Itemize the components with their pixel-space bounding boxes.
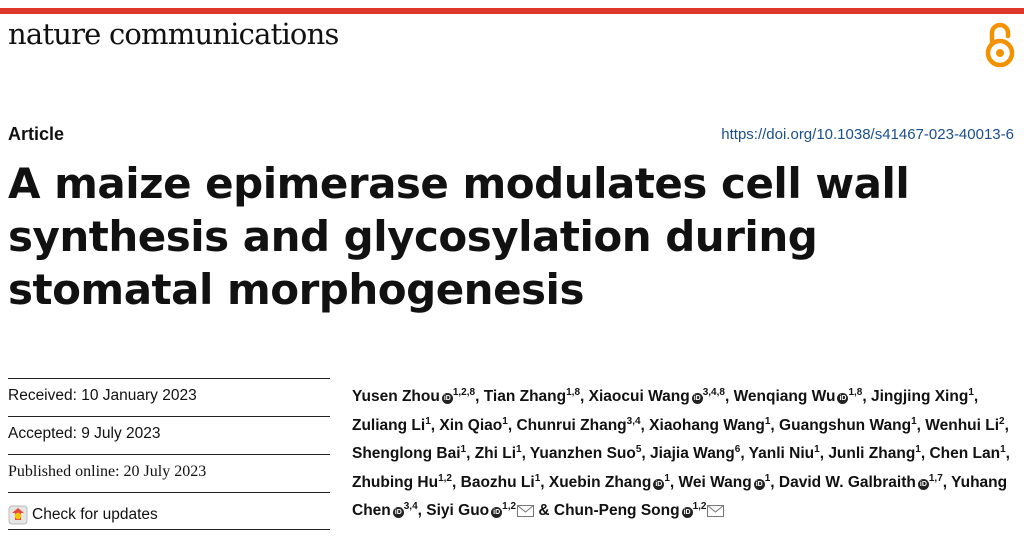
article-title: A maize epimerase modulates cell wall sy…: [8, 159, 910, 314]
received-date: Received: 10 January 2023: [8, 378, 330, 416]
affiliation-superscript: 1: [534, 472, 541, 484]
author-name[interactable]: Zhubing Hu: [352, 473, 439, 491]
orcid-icon[interactable]: iD: [837, 393, 849, 405]
author-name[interactable]: Shenglong Bai: [352, 445, 461, 463]
publication-dates: Received: 10 January 2023 Accepted: 9 Ju…: [8, 378, 330, 530]
author-name[interactable]: Jiajia Wang: [650, 445, 735, 463]
orcid-icon[interactable]: iD: [441, 393, 453, 405]
affiliation-superscript: 2: [999, 415, 1005, 427]
affiliation-superscript: 6: [734, 444, 741, 456]
author-name[interactable]: Junli Zhang: [828, 445, 916, 463]
affiliation-superscript: 1: [1000, 444, 1006, 456]
affiliation-superscript: 1: [764, 472, 771, 484]
author-name[interactable]: Baozhu Li: [460, 473, 535, 491]
affiliation-superscript: 1,2: [692, 501, 707, 513]
affiliation-superscript: 1,2,8: [452, 387, 476, 398]
orcid-icon[interactable]: iD: [681, 507, 693, 519]
check-updates-icon: [8, 505, 28, 525]
affiliation-superscript: 1: [915, 444, 921, 456]
author-name[interactable]: Tian Zhang: [483, 388, 567, 406]
check-updates-label: Check for updates: [32, 506, 158, 523]
affiliation-superscript: 1,2: [438, 472, 452, 484]
affiliation-superscript: 1,2: [502, 501, 517, 513]
affiliation-superscript: 1: [502, 415, 508, 427]
affiliation-superscript: 1: [911, 415, 917, 427]
author-name[interactable]: Yanli Niu: [748, 445, 815, 463]
orcid-icon[interactable]: iD: [917, 478, 929, 490]
orcid-icon[interactable]: iD: [653, 478, 665, 490]
author-name[interactable]: Xiaocui Wang: [588, 388, 690, 406]
orcid-icon[interactable]: iD: [691, 393, 703, 405]
author-name[interactable]: Chen Lan: [929, 445, 1001, 463]
journal-name[interactable]: nature communications: [8, 17, 339, 51]
affiliation-superscript: 1,8: [848, 387, 863, 398]
author-name[interactable]: Wenhui Li: [925, 416, 1000, 434]
affiliation-superscript: 1: [460, 444, 467, 456]
author-name[interactable]: Yuanzhen Suo: [529, 445, 636, 463]
author-name[interactable]: Guangshun Wang: [779, 416, 912, 434]
published-date: Published online: 20 July 2023: [8, 454, 330, 492]
author-list: Yusen Zhou iD1,2,8, Tian Zhang1,8, Xiaocu…: [352, 387, 1010, 520]
open-access-lock-icon[interactable]: [983, 20, 1017, 68]
affiliation-superscript: 3,4: [403, 501, 418, 513]
doi-link[interactable]: https://doi.org/10.1038/s41467-023-40013…: [721, 126, 1014, 143]
orcid-icon[interactable]: iD: [392, 507, 404, 519]
check-for-updates-button[interactable]: Check for updates: [8, 492, 330, 530]
affiliation-superscript: 1,7: [928, 472, 943, 484]
author-name[interactable]: Chunrui Zhang: [516, 416, 627, 434]
affiliation-superscript: 3,4: [626, 415, 641, 427]
author-name[interactable]: Wei Wang: [678, 473, 752, 491]
affiliation-superscript: 5: [635, 444, 642, 456]
affiliation-superscript: 1: [425, 415, 431, 427]
author-name[interactable]: Xiaohang Wang: [649, 416, 765, 434]
affiliation-superscript: 1: [516, 444, 522, 456]
affiliation-superscript: 1: [968, 387, 974, 398]
affiliation-superscript: 1: [664, 472, 670, 484]
orcid-icon[interactable]: iD: [491, 507, 503, 519]
article-type: Article: [8, 124, 65, 144]
affiliation-superscript: 1,8: [566, 387, 581, 398]
author-name[interactable]: Wenqiang Wu: [733, 388, 836, 406]
affiliation-superscript: 1: [764, 415, 771, 427]
author-name[interactable]: Yuhang Chen: [352, 473, 1008, 520]
author-name[interactable]: David W. Galbraith: [778, 473, 916, 491]
author-name[interactable]: Jingjing Xing: [871, 388, 969, 406]
author-name[interactable]: Chun-Peng Song: [553, 502, 680, 520]
author-name[interactable]: Siyi Guo: [426, 502, 490, 520]
author-name[interactable]: Zuliang Li: [352, 416, 426, 434]
author-name[interactable]: Xin Qiao: [439, 416, 503, 434]
email-icon[interactable]: [517, 505, 535, 518]
affiliation-superscript: 3,4,8: [702, 387, 725, 398]
email-icon[interactable]: [707, 505, 725, 518]
journal-accent-bar: [0, 8, 1024, 14]
author-name[interactable]: Yusen Zhou: [352, 388, 440, 406]
orcid-icon[interactable]: iD: [753, 478, 765, 490]
author-name[interactable]: Xuebin Zhang: [548, 473, 652, 491]
author-name[interactable]: Zhi Li: [474, 445, 517, 463]
affiliation-superscript: 1: [814, 444, 820, 456]
accepted-date: Accepted: 9 July 2023: [8, 416, 330, 454]
